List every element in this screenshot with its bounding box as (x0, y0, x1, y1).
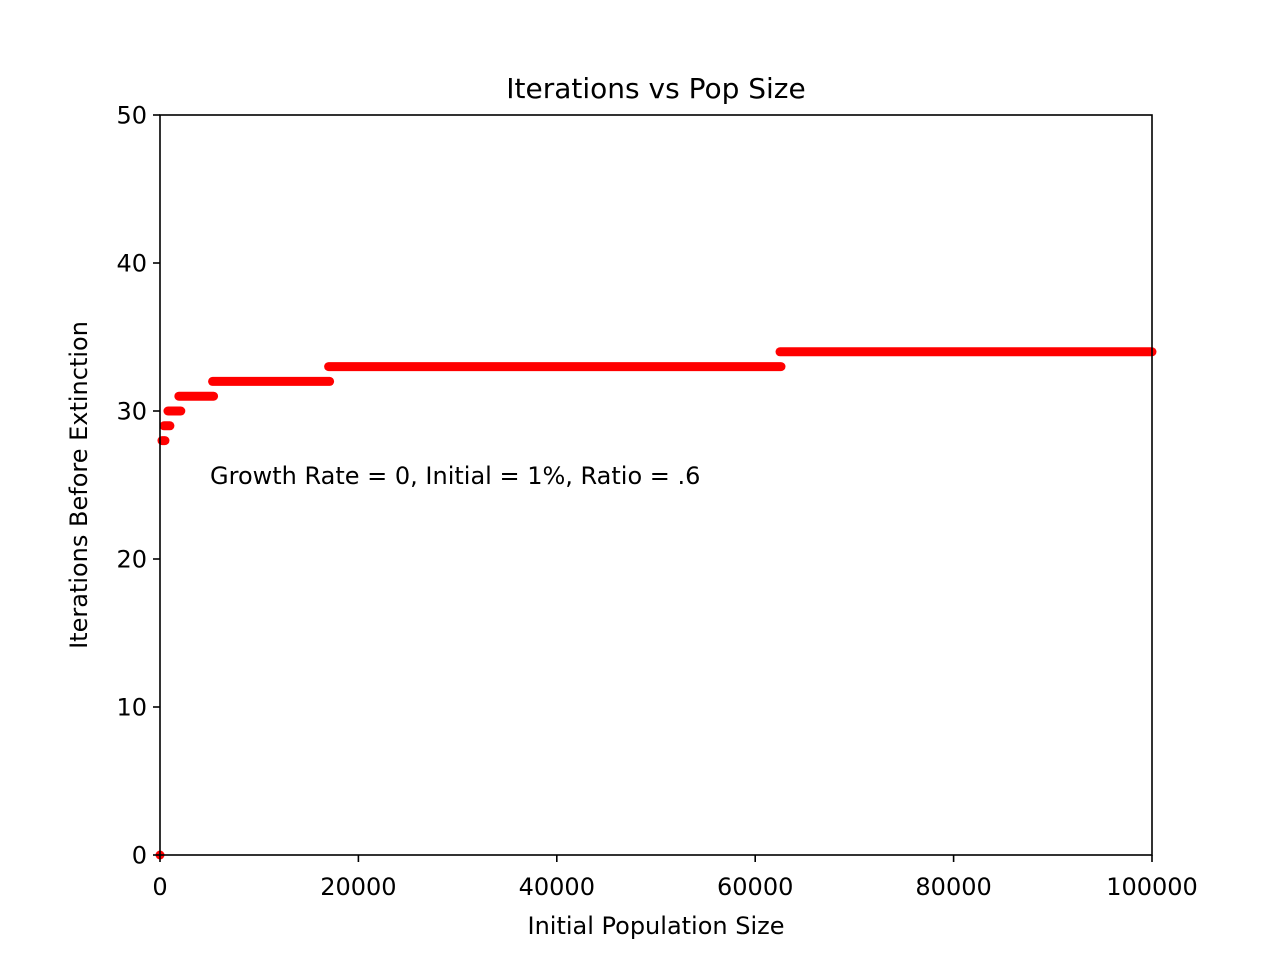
y-tick-label: 20 (116, 546, 147, 574)
y-axis-ticks: 0 10 20 30 40 50 (116, 102, 160, 870)
x-tick-label: 100000 (1106, 873, 1198, 901)
x-tick-label: 40000 (519, 873, 595, 901)
y-tick-label: 50 (116, 102, 147, 130)
y-axis-title: Iterations Before Extinction (65, 321, 93, 649)
plot-frame (159, 114, 1153, 856)
x-axis-ticks: 0 20000 40000 60000 80000 100000 (152, 855, 1198, 901)
x-tick-label: 80000 (915, 873, 991, 901)
y-tick-label: 30 (116, 398, 147, 426)
chart-title: Iterations vs Pop Size (506, 72, 805, 105)
y-tick-label: 0 (132, 842, 147, 870)
x-axis-title: Initial Population Size (527, 912, 784, 940)
chart-annotation: Growth Rate = 0, Initial = 1%, Ratio = .… (210, 462, 700, 490)
x-tick-label: 60000 (717, 873, 793, 901)
x-tick-label: 0 (152, 873, 167, 901)
y-tick-label: 10 (116, 694, 147, 722)
data-markers (155, 347, 1157, 860)
y-tick-label: 40 (116, 250, 147, 278)
x-tick-label: 20000 (320, 873, 396, 901)
